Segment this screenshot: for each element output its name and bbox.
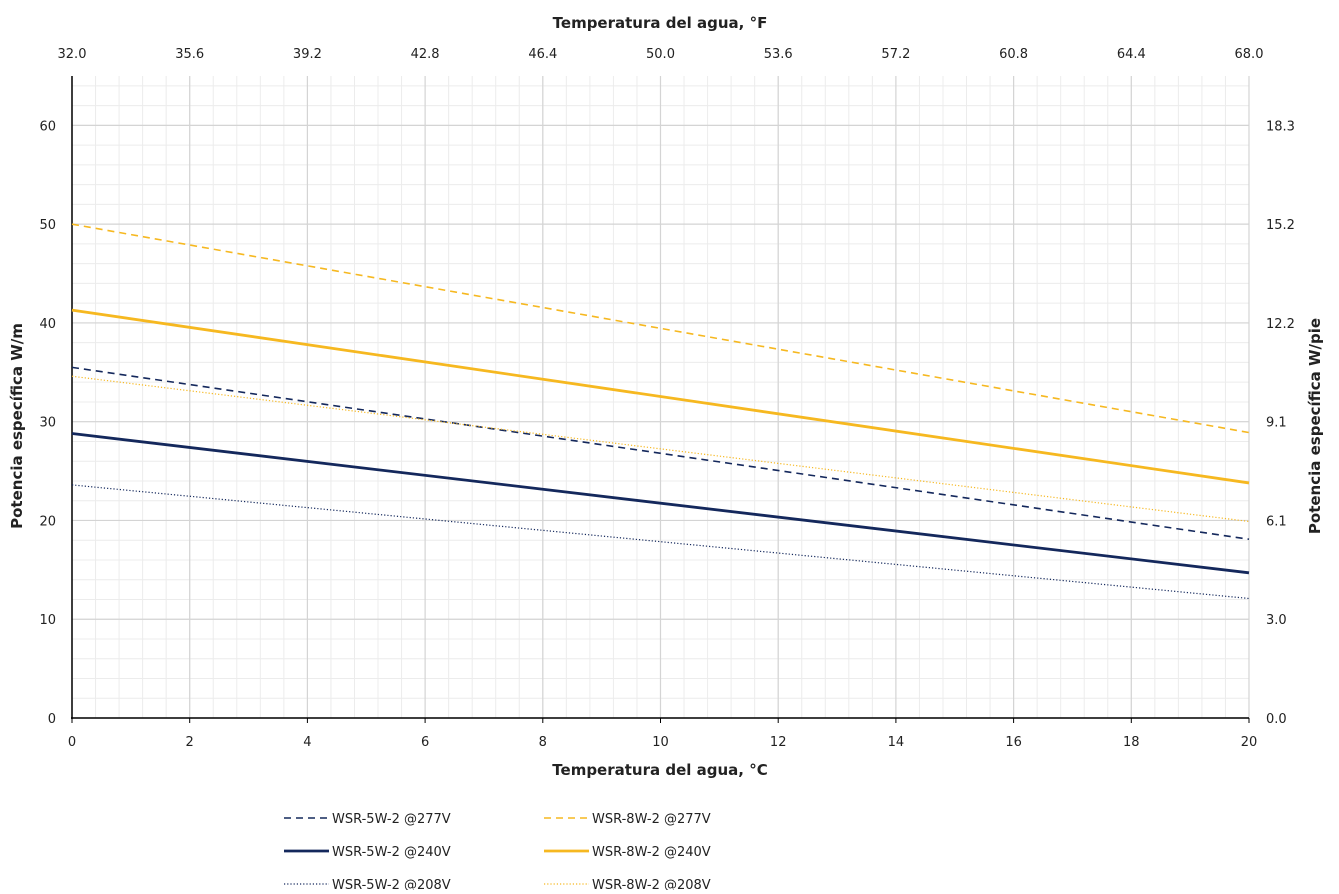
series-line-5	[71, 375, 1250, 523]
y2-tick-label: 0.0	[1266, 712, 1287, 727]
x-tick-label: 18	[1123, 735, 1140, 750]
x-tick-label: 16	[1005, 735, 1022, 750]
x-tick-label: 6	[421, 735, 429, 750]
legend-label-3: WSR-8W-2 @240V	[592, 845, 711, 860]
y-axis-title: Potencia específica W/m	[8, 323, 26, 529]
y-tick-label: 60	[39, 119, 56, 134]
y-tick-label: 50	[39, 218, 56, 233]
x2-tick-label: 50.0	[646, 47, 675, 62]
legend: WSR-5W-2 @277V WSR-8W-2 @277V WSR-5W-2 @24…	[284, 812, 711, 893]
series-line-3	[71, 308, 1250, 485]
x2-tick-label: 46.4	[528, 47, 557, 62]
x-tick-label: 4	[303, 735, 311, 750]
x-tick-label: 12	[770, 735, 787, 750]
legend-label-2: WSR-5W-2 @240V	[332, 845, 451, 860]
y2-tick-label: 15.2	[1266, 218, 1295, 233]
grid	[71, 76, 1250, 719]
y-tick-label: 0	[48, 712, 56, 727]
x2-tick-label: 32.0	[58, 47, 87, 62]
x-tick-label: 14	[888, 735, 905, 750]
series-line-2	[71, 432, 1250, 575]
legend-label-0: WSR-5W-2 @277V	[332, 812, 451, 827]
legend-label-5: WSR-8W-2 @208V	[592, 878, 711, 890]
y-tick-label: 40	[39, 317, 56, 332]
y-tick-label: 10	[39, 613, 56, 628]
legend-label-1: WSR-8W-2 @277V	[592, 812, 711, 827]
y2-tick-label: 9.1	[1266, 416, 1287, 431]
x2-axis-title: Temperatura del agua, °F	[553, 14, 768, 32]
y2-tick-label: 6.1	[1266, 514, 1287, 529]
x2-tick-label: 35.6	[175, 47, 204, 62]
axes: 0 2 4 6 8 10 12 14 16 18 20 32.0 35.6 39.2 42.8 46.4 50.…	[39, 47, 1295, 750]
legend-label-4: WSR-5W-2 @208V	[332, 878, 451, 890]
x2-tick-label: 60.8	[999, 47, 1028, 62]
x2-tick-label: 68.0	[1235, 47, 1264, 62]
x2-tick-label: 39.2	[293, 47, 322, 62]
x-tick-label: 20	[1241, 735, 1258, 750]
x2-tick-label: 42.8	[411, 47, 440, 62]
x-tick-label: 0	[68, 735, 76, 750]
x2-tick-label: 53.6	[764, 47, 793, 62]
series-line-0	[71, 366, 1250, 541]
x-tick-label: 2	[186, 735, 194, 750]
series-lines	[71, 223, 1250, 600]
y2-tick-label: 3.0	[1266, 613, 1287, 628]
y2-axis-title: Potencia específica W/pie	[1306, 318, 1324, 534]
x2-tick-label: 64.4	[1117, 47, 1146, 62]
x-tick-label: 8	[539, 735, 547, 750]
series-line-1	[71, 223, 1250, 434]
x2-tick-label: 57.2	[881, 47, 910, 62]
x-tick-label: 10	[652, 735, 669, 750]
y-tick-label: 20	[39, 514, 56, 529]
y2-tick-label: 12.2	[1266, 317, 1295, 332]
x-axis-title: Temperatura del agua, °C	[552, 761, 767, 779]
y-tick-label: 30	[39, 416, 56, 431]
y2-tick-label: 18.3	[1266, 119, 1295, 134]
